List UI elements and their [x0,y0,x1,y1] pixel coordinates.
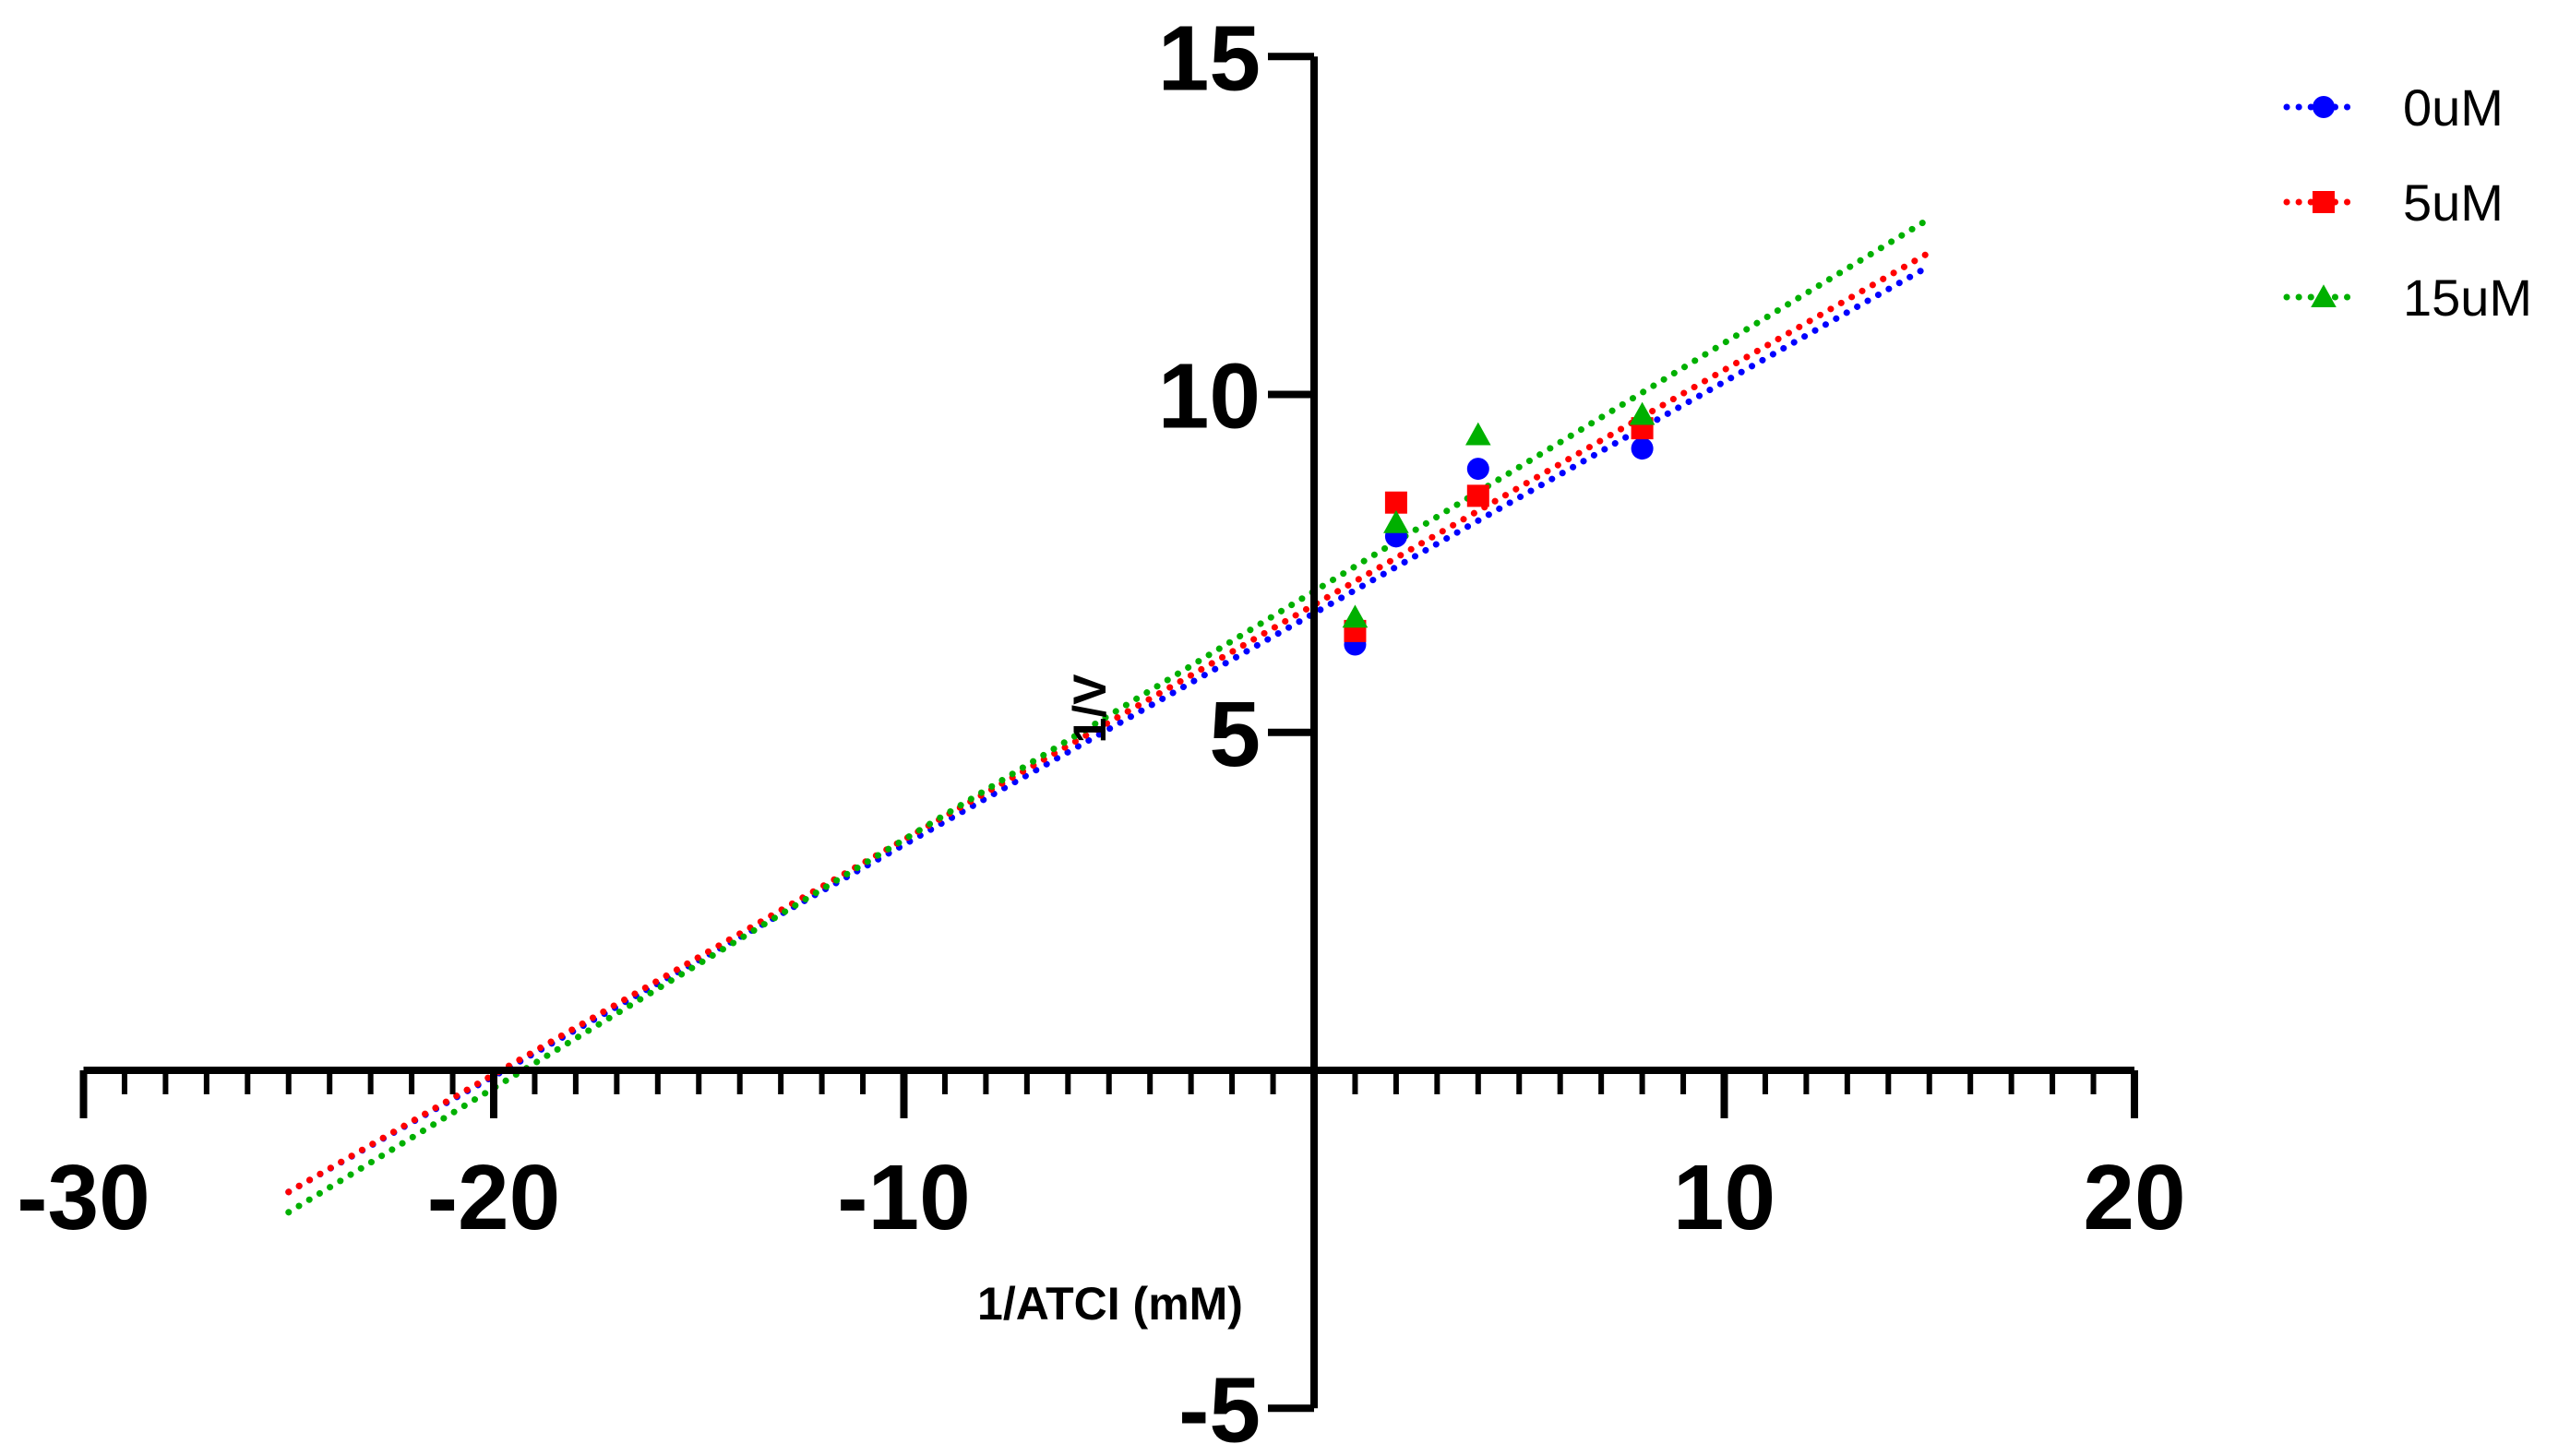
data-point-15uM [1629,401,1656,425]
x-tick-label: 20 [2083,1146,2185,1249]
legend-marker-0uM [2313,96,2335,118]
legend-label-5uM: 5uM [2403,173,2504,232]
legend-marker-5uM [2313,191,2335,213]
tick-labels: -30 -20 -10 10 20 -5 5 10 15 [17,6,2185,1456]
y-tick-label: 10 [1158,345,1261,448]
data-point-15uM [1465,422,1491,446]
fit-lines [285,215,1933,1216]
x-tick-label: -20 [427,1146,561,1249]
data-markers [1342,401,1656,656]
legend: 0uM 5uM 15uM [2283,78,2532,327]
data-point-5uM [1466,484,1489,507]
axes [79,53,2138,1413]
legend-marker-15uM [2311,284,2337,308]
data-point-0uM [1631,437,1654,460]
data-point-15uM [1383,509,1409,533]
y-tick-label: -5 [1178,1358,1261,1456]
legend-label-0uM: 0uM [2403,78,2504,137]
y-tick-label: 15 [1158,6,1261,110]
x-axis-title: 1/ATCI (mM) [977,1278,1243,1330]
data-point-5uM [1384,491,1407,514]
legend-label-15uM: 15uM [2403,269,2532,327]
x-tick-label: -10 [837,1146,971,1249]
fit-line-5uM [285,249,1933,1196]
y-tick-label: 5 [1209,683,1261,786]
x-tick-label: -30 [17,1146,150,1249]
fit-line-15uM [285,215,1933,1216]
data-point-15uM [1342,604,1369,628]
x-tick-label: 10 [1673,1146,1775,1249]
y-axis-title: 1/V [1064,674,1116,744]
data-point-0uM [1466,458,1489,481]
